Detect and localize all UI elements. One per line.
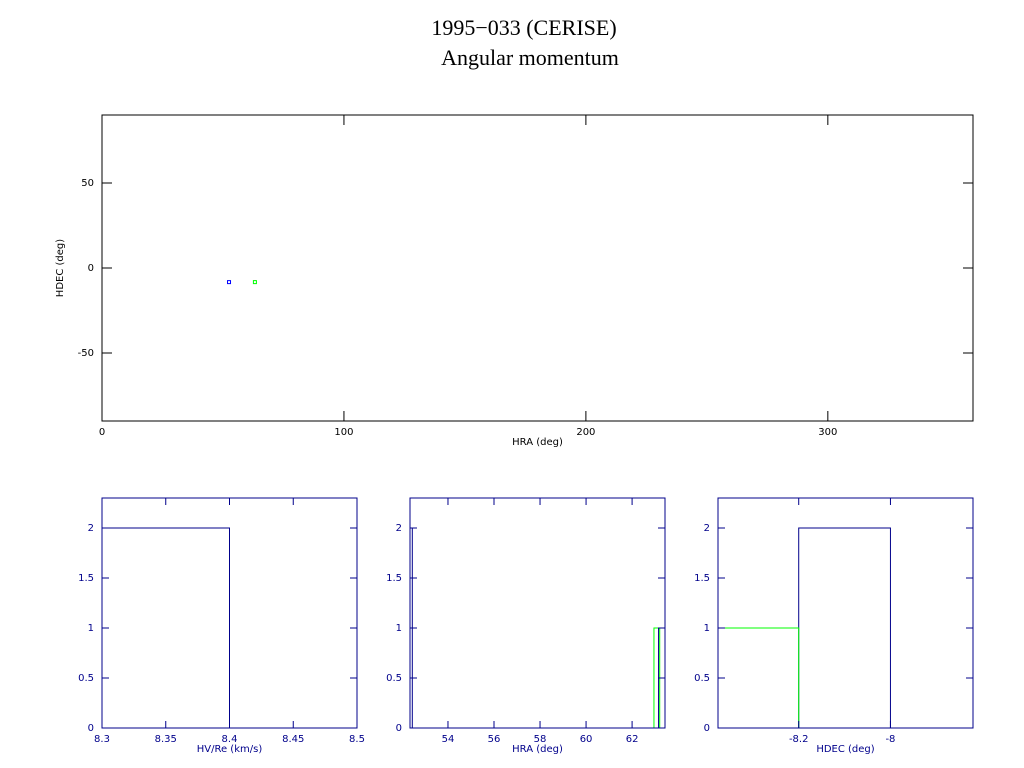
y-tick-label: 1: [88, 623, 94, 634]
x-tick-label: 54: [442, 734, 455, 745]
axes-frame: [101, 114, 974, 422]
x-tick-label: 8.45: [282, 734, 304, 745]
axes-frame: [717, 497, 974, 729]
y-tick-label: 2: [704, 523, 710, 534]
y-tick-label: 0: [88, 723, 94, 734]
histogram-bar: [102, 527, 230, 728]
plot-area: [410, 527, 665, 728]
y-tick-label: 2: [88, 523, 94, 534]
scatter-point: [252, 280, 257, 285]
plot-area: [102, 527, 230, 728]
y-tick-label: 0.5: [386, 673, 402, 684]
x-axis-label: HRA (deg): [512, 744, 563, 755]
x-tick-label: 0: [99, 427, 105, 438]
x-tick-label: 200: [576, 427, 595, 438]
chart-title: 1995−033 (CERISE): [431, 15, 616, 40]
y-tick-label: 1.5: [694, 573, 710, 584]
x-tick-label: 60: [580, 734, 593, 745]
y-axis-label: HDEC (deg): [55, 239, 66, 297]
y-tick-label: 0: [704, 723, 710, 734]
axes-frame: [409, 497, 666, 729]
x-tick-label: 56: [488, 734, 501, 745]
x-tick-label: 300: [818, 427, 837, 438]
y-tick-label: 0: [396, 723, 402, 734]
x-tick-label: -8: [885, 734, 895, 745]
y-tick-label: 1: [396, 623, 402, 634]
y-tick-label: 50: [81, 178, 94, 189]
x-tick-label: 8.35: [155, 734, 177, 745]
y-tick-label: -50: [78, 348, 94, 359]
chart-subtitle: Angular momentum: [441, 45, 619, 70]
y-tick-label: 0.5: [694, 673, 710, 684]
x-tick-label: 8.4: [222, 734, 238, 745]
x-tick-label: 100: [334, 427, 353, 438]
x-tick-label: -8.2: [789, 734, 809, 745]
x-axis-label: HDEC (deg): [816, 744, 874, 755]
x-tick-label: 58: [534, 734, 547, 745]
y-tick-label: 2: [396, 523, 402, 534]
x-tick-label: 8.5: [349, 734, 365, 745]
scatter-point: [227, 280, 232, 285]
x-axis-label: HV/Re (km/s): [197, 744, 263, 755]
y-tick-label: 0: [88, 263, 94, 274]
x-axis-label: HRA (deg): [512, 437, 563, 448]
y-tick-label: 1.5: [78, 573, 94, 584]
plot-area: [718, 527, 891, 728]
y-tick-label: 1.5: [386, 573, 402, 584]
x-tick-label: 62: [626, 734, 639, 745]
plot-area: [227, 280, 257, 285]
x-tick-label: 8.3: [94, 734, 110, 745]
histogram-bar: [798, 527, 891, 728]
y-tick-label: 0.5: [78, 673, 94, 684]
y-tick-label: 1: [704, 623, 710, 634]
histogram-bar: [718, 627, 800, 728]
